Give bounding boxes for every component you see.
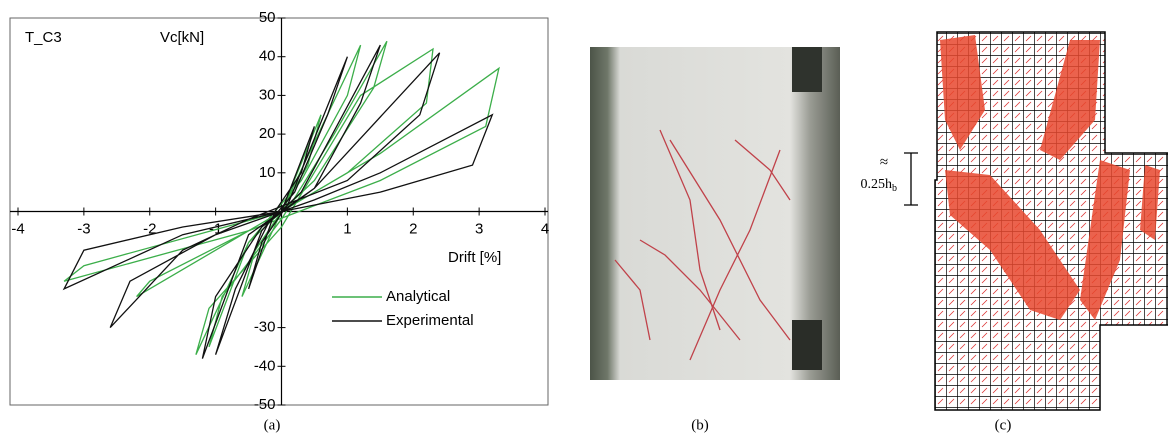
legend-label: Experimental [386, 312, 474, 329]
annotation-symbol: ≈ [880, 154, 888, 170]
x-tick-label: 1 [343, 220, 351, 237]
y-tick-label: 10 [259, 164, 276, 181]
x-tick-label: 3 [475, 220, 483, 237]
series-line [63, 40, 500, 355]
x-tick-label: -4 [11, 220, 24, 237]
y-tick-label: -30 [254, 319, 276, 336]
annotation-text: 0.25h [861, 177, 893, 192]
legend-label: Analytical [386, 288, 450, 305]
caption: (c) [995, 417, 1012, 433]
y-tick-label: 20 [259, 125, 276, 142]
caption: (b) [691, 417, 709, 433]
mesh-panel [904, 31, 1168, 411]
y-tick-label: -40 [254, 357, 276, 374]
chart-title: T_C3 [25, 29, 62, 46]
x-tick-label: -3 [77, 220, 90, 237]
x-tick-label: 2 [409, 220, 417, 237]
y-tick-label: -50 [254, 396, 276, 413]
photo-panel [590, 47, 840, 380]
y-tick-label: 50 [259, 9, 276, 26]
plot-area: -4 -3 -2 -1 1 2 3 4-50-40-301020304050Analytica… [10, 9, 549, 413]
series-line [62, 44, 494, 359]
y-tick-label: 40 [259, 48, 276, 65]
x-axis-label: Drift [%] [448, 249, 501, 266]
annotation-label: 0.25hb [861, 177, 898, 194]
y-axis-label: Vc[kN] [160, 29, 204, 46]
caption: (a) [264, 417, 281, 433]
x-tick-label: 4 [541, 220, 549, 237]
y-tick-label: 30 [259, 86, 276, 103]
annotation-subscript: b [892, 183, 897, 194]
x-tick-label: -2 [143, 220, 156, 237]
